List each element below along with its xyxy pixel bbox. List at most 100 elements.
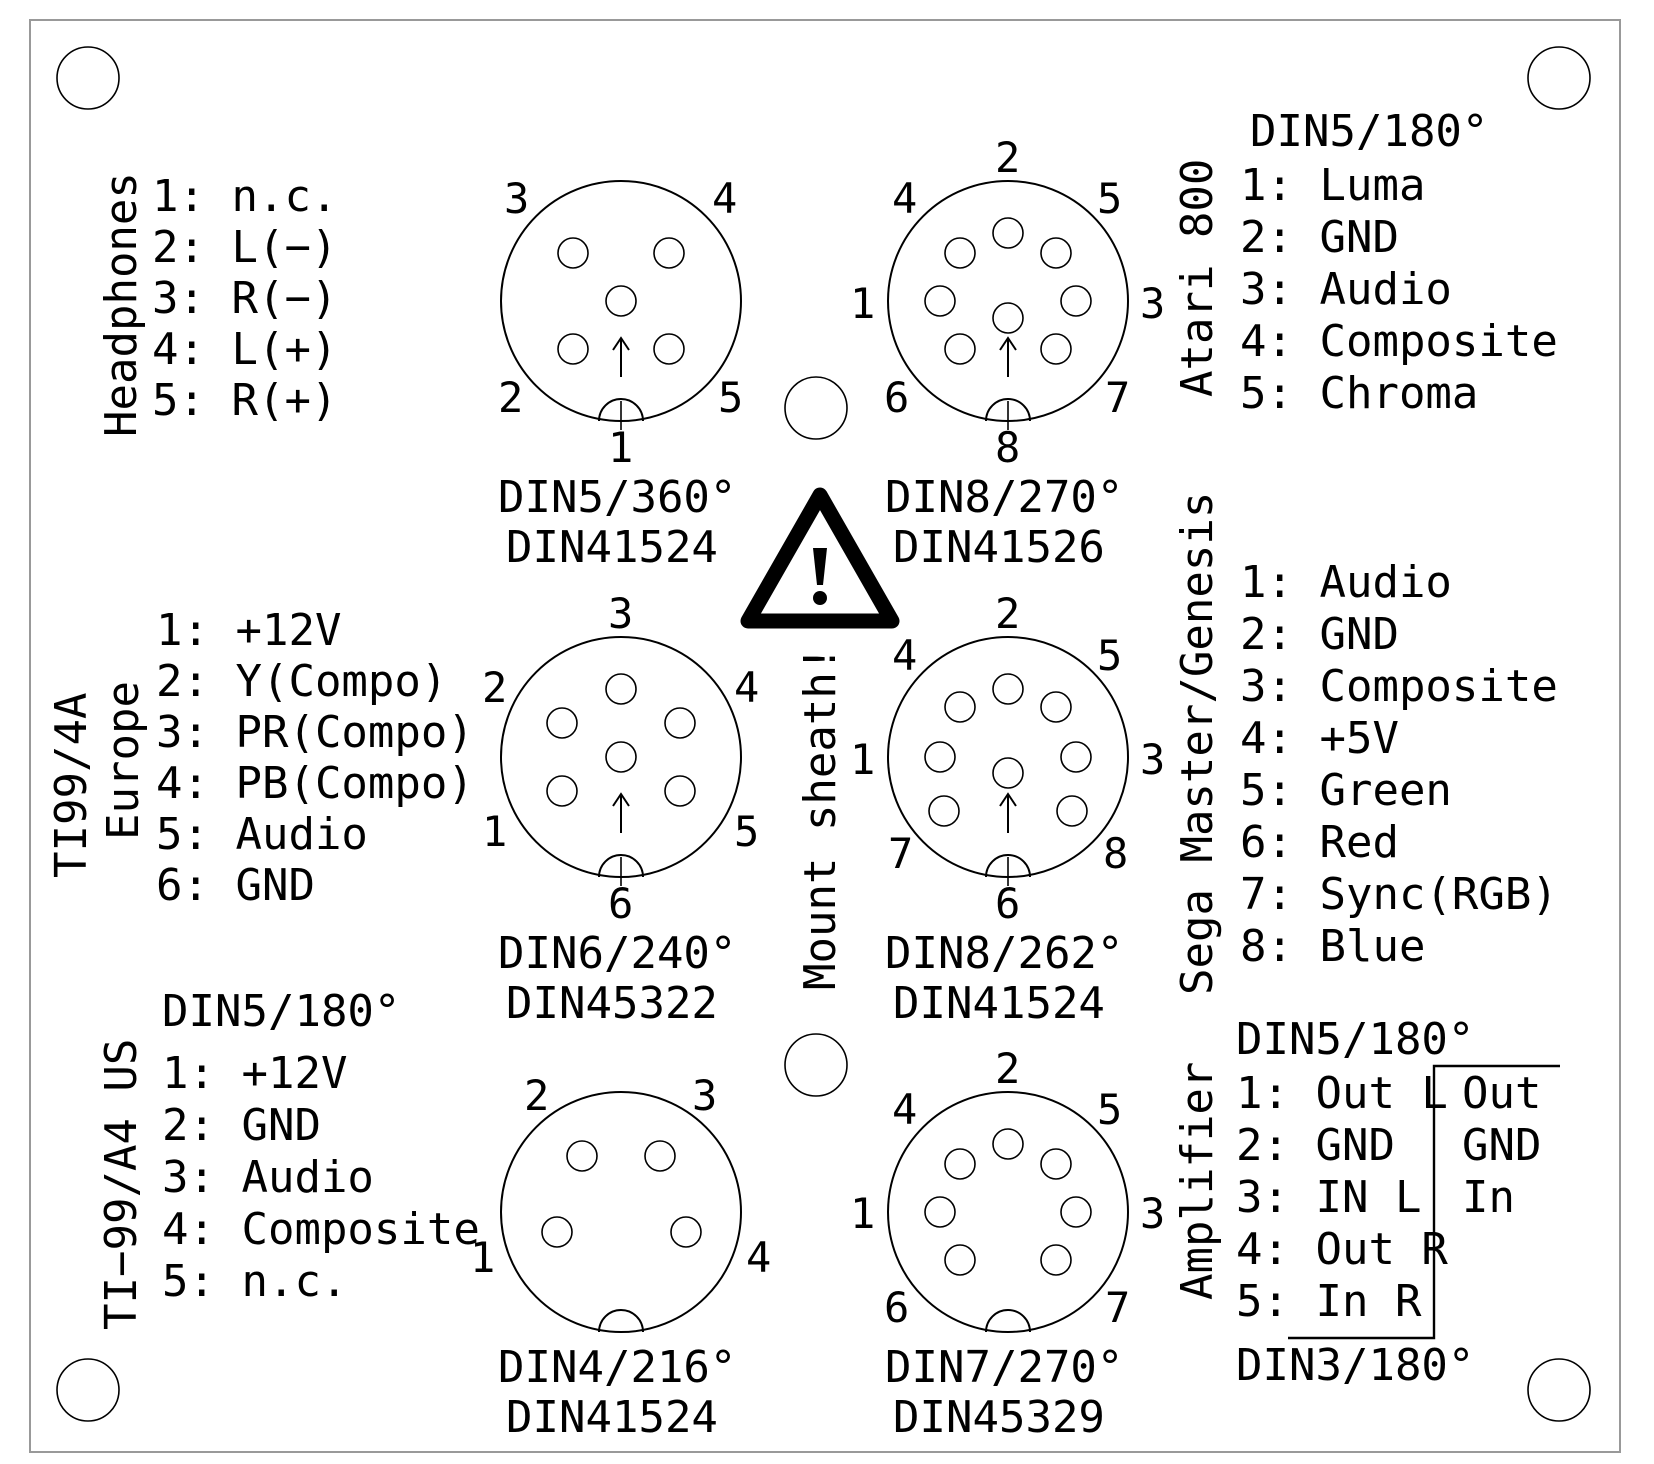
pin-line: 3: PR(Compo) — [156, 707, 474, 758]
ti-europe-pin-list: 1: +12V 2: Y(Compo) 3: PR(Compo) 4: PB(C… — [156, 605, 474, 911]
ti-us-pin-list: 1: +12V 2: GND 3: Audio 4: Composite 5: … — [162, 1048, 480, 1307]
mounting-hole — [56, 46, 120, 110]
pin-line: 2: GND — [1240, 609, 1399, 660]
pin-hole — [944, 237, 976, 269]
pin-hole — [992, 1128, 1024, 1160]
mounting-hole — [1527, 1358, 1591, 1422]
pin-number: 4 — [712, 174, 737, 223]
pin-hole — [653, 237, 685, 269]
pin-line: 1: +12V — [162, 1048, 347, 1099]
pin-hole — [1056, 795, 1088, 827]
panel-outline — [29, 19, 1621, 1453]
connector-standard: DIN45322 — [506, 978, 718, 1029]
pin-hole — [546, 707, 578, 739]
connector-key — [985, 1309, 1031, 1333]
connector-din7-270: 2 4 5 1 3 6 7 DIN7/270° DIN45329 — [850, 1044, 1165, 1443]
amplifier-pin-list: 1: Out L 2: GND 3: IN L 4: Out R 5: In R — [1236, 1068, 1448, 1327]
connector-din5-360: 3 4 2 5 1 DIN5/360° DIN41524 — [498, 174, 743, 573]
pin-hole — [541, 1216, 573, 1248]
pin-hole — [992, 673, 1024, 705]
pin-line: 7: Sync(RGB) — [1240, 869, 1558, 920]
pin-number: 7 — [1105, 1283, 1130, 1332]
pin-hole — [664, 775, 696, 807]
pin-number: 8 — [995, 423, 1020, 472]
pin-number: 5 — [718, 373, 743, 422]
arrow-up-icon — [612, 792, 630, 833]
connector-pins — [541, 1140, 702, 1248]
pin-hole — [546, 775, 578, 807]
connector-key — [598, 1309, 644, 1333]
pin-number: 4 — [892, 631, 917, 680]
connector-din6-240: 3 2 4 1 5 6 DIN6/240° DIN45322 — [482, 589, 759, 1029]
pin-hole — [566, 1140, 598, 1172]
amplifier-title: Amplifier — [1172, 1062, 1223, 1300]
screw-hole — [784, 1033, 848, 1097]
pin-number: 4 — [734, 663, 759, 712]
connector-standard: DIN41524 — [506, 522, 718, 573]
pin-hole — [944, 1148, 976, 1180]
pin-number: 1 — [482, 807, 507, 856]
pin-number: 3 — [504, 174, 529, 223]
sega-title: Sega Master/Genesis — [1172, 492, 1223, 995]
pin-line: 4: Out R — [1236, 1224, 1448, 1275]
pin-hole — [1040, 1148, 1072, 1180]
arrow-up-icon — [999, 792, 1017, 833]
pin-number: 5 — [734, 807, 759, 856]
pin-number: 5 — [1097, 1085, 1122, 1134]
pin-line: 3: IN L — [1236, 1172, 1421, 1223]
pin-line: 5: n.c. — [162, 1256, 347, 1307]
pin-number: 1 — [850, 1189, 875, 1238]
pin-number: 7 — [1105, 373, 1130, 422]
pin-number: 2 — [995, 589, 1020, 638]
pin-line: In — [1462, 1172, 1515, 1223]
connector-outline — [500, 1091, 742, 1333]
pin-line: 2: Y(Compo) — [156, 656, 447, 707]
pin-line: 2: GND — [1236, 1120, 1395, 1171]
pin-line: 4: Composite — [162, 1204, 480, 1255]
pin-line: 5: Audio — [156, 809, 368, 860]
connector-din4-216: 2 3 1 4 DIN4/216° DIN41524 — [470, 1071, 771, 1443]
pin-hole — [1040, 237, 1072, 269]
pin-line: 8: Blue — [1240, 921, 1425, 972]
ti-europe-title: TI99/4A — [46, 693, 97, 878]
pin-number: 5 — [1097, 174, 1122, 223]
pin-line: 1: n.c. — [152, 171, 337, 222]
connector-pins — [924, 673, 1092, 827]
connector-standard: DIN41524 — [506, 1392, 718, 1443]
pin-hole — [1040, 1244, 1072, 1276]
pin-hole — [1040, 333, 1072, 365]
connector-type: DIN8/270° — [885, 472, 1123, 523]
pin-number: 2 — [995, 133, 1020, 182]
atari-connector-type: DIN5/180° — [1250, 106, 1488, 157]
connector-type: DIN5/360° — [498, 472, 736, 523]
connector-pins — [924, 217, 1092, 365]
pin-number: 1 — [850, 735, 875, 784]
connector-type: DIN7/270° — [885, 1342, 1123, 1393]
pin-number: 7 — [888, 829, 913, 878]
pin-hole — [605, 285, 637, 317]
pin-line: 4: L(+) — [152, 324, 337, 375]
sega-pin-list: 1: Audio 2: GND 3: Composite 4: +5V 5: G… — [1240, 557, 1558, 972]
connector-outline — [887, 636, 1129, 878]
pin-number: 2 — [498, 373, 523, 422]
amplifier-connector-top: DIN5/180° — [1236, 1014, 1474, 1065]
ti-us-title: TI−99/A4 US — [96, 1039, 147, 1330]
din3-pin-list: Out GND In — [1462, 1068, 1541, 1223]
connector-type: DIN6/240° — [498, 928, 736, 979]
pin-number: 6 — [884, 373, 909, 422]
pin-line: 2: GND — [162, 1100, 321, 1151]
pin-number: 1 — [850, 279, 875, 328]
pin-hole — [670, 1216, 702, 1248]
pin-hole — [924, 285, 956, 317]
pin-hole — [928, 795, 960, 827]
pin-hole — [1060, 1196, 1092, 1228]
pin-line: 4: Composite — [1240, 316, 1558, 367]
pin-line: 3: Audio — [1240, 264, 1452, 315]
pin-number: 4 — [892, 174, 917, 223]
amplifier-connector-bottom: DIN3/180° — [1236, 1340, 1474, 1391]
pin-number: 3 — [1140, 735, 1165, 784]
headphones-pin-list: 1: n.c. 2: L(−) 3: R(−) 4: L(+) 5: R(+) — [152, 171, 337, 426]
connector-outline — [500, 636, 742, 878]
pin-number: 2 — [482, 663, 507, 712]
